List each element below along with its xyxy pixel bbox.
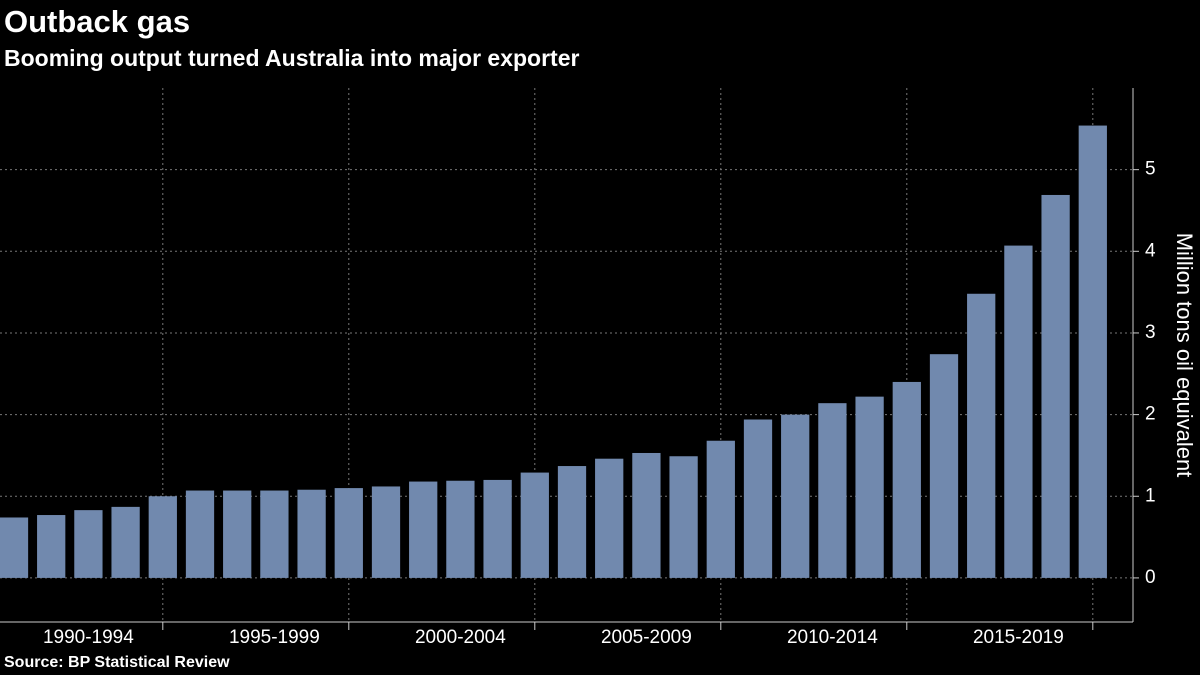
- y-axis-label: Million tons oil equivalent: [1172, 233, 1197, 478]
- y-tick-label: 1: [1145, 485, 1156, 506]
- y-tick-label: 4: [1145, 240, 1156, 261]
- x-group-label: 1990-1994: [43, 627, 134, 648]
- y-tick-label: 2: [1145, 404, 1156, 425]
- bar: [148, 496, 177, 578]
- bar: [483, 479, 512, 578]
- source: Source: BP Statistical Review: [4, 654, 230, 671]
- x-group-label: 2000-2004: [415, 627, 506, 648]
- bar: [371, 486, 401, 578]
- bar: [74, 510, 103, 578]
- bar: [1041, 194, 1070, 578]
- bar: [409, 481, 438, 578]
- y-tick-label: 3: [1145, 322, 1156, 343]
- bar: [781, 414, 810, 578]
- bar: [706, 440, 735, 578]
- bar: [818, 403, 847, 578]
- x-group-label: 2005-2009: [601, 627, 692, 648]
- bar: [967, 293, 996, 578]
- bar: [632, 452, 661, 578]
- chart-subtitle: Booming output turned Australia into maj…: [4, 45, 579, 71]
- bar: [669, 456, 698, 578]
- bar: [557, 466, 587, 578]
- bar: [1004, 245, 1033, 578]
- bar: [595, 458, 624, 578]
- bar: [855, 396, 884, 578]
- bar: [260, 490, 289, 578]
- y-tick-label: 5: [1145, 159, 1156, 180]
- x-group-label: 1995-1999: [229, 627, 320, 648]
- bar: [446, 480, 475, 578]
- bar: [1078, 125, 1107, 578]
- bar: [0, 517, 29, 578]
- bar: [743, 419, 773, 578]
- chart-title: Outback gas: [4, 4, 190, 39]
- x-group-label: 2015-2019: [973, 627, 1064, 648]
- x-group-label: 2010-2014: [787, 627, 878, 648]
- bar: [929, 354, 959, 578]
- bar: [37, 515, 66, 578]
- y-tick-label: 0: [1145, 567, 1156, 588]
- bar: [297, 489, 326, 578]
- bar: [111, 506, 140, 578]
- bar: [185, 490, 215, 578]
- bar: [334, 488, 363, 578]
- bar: [892, 381, 921, 578]
- bar: [520, 472, 549, 578]
- bar: [223, 490, 252, 578]
